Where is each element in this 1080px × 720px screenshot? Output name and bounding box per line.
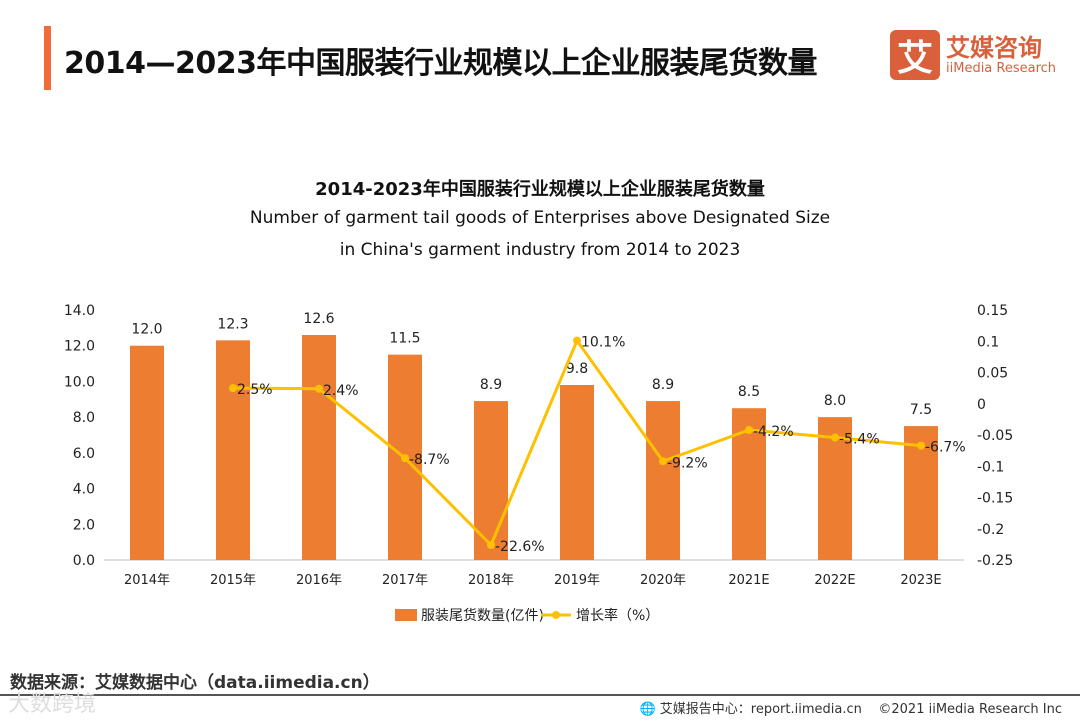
x-tick: 2016年 [296,573,342,588]
line-label: -22.6% [495,539,545,555]
line-point [745,426,753,434]
bar-label: 12.6 [303,311,334,327]
bar [216,340,250,560]
data-source: 数据来源：艾媒数据中心（data.iimedia.cn） [10,673,380,693]
line-point [401,454,409,463]
bar-label: 11.5 [389,331,420,347]
y-left-tick: 10.0 [64,374,95,390]
y-right-tick: -0.25 [977,553,1013,569]
legend-line-marker [552,611,560,619]
bar-label: 9.8 [566,361,588,377]
x-tick: 2018年 [468,573,514,588]
legend-line-label: 增长率（%） [576,607,659,624]
y-right-tick: 0 [977,397,986,413]
bar [474,401,508,560]
y-right-tick: 0.05 [977,366,1008,382]
legend-bar-label: 服装尾货数量(亿件) [421,607,544,624]
line-label: 2.5% [237,382,273,398]
bar-label: 8.9 [480,377,502,393]
x-tick: 2014年 [124,573,170,588]
line-label: 2.4% [323,383,359,399]
page-title: 2014—2023年中国服装行业规模以上企业服装尾货数量 [64,46,818,81]
footer-divider [0,694,1080,696]
report-link[interactable]: 艾媒报告中心：report.iimedia.cn [659,702,862,717]
y-left-tick: 6.0 [73,446,95,462]
y-right-tick: -0.1 [977,459,1004,475]
line-point [229,384,237,393]
bar-label: 8.9 [652,377,674,393]
bar-label: 12.0 [131,322,162,338]
bar [560,385,594,560]
bar-label: 8.0 [824,393,846,409]
line-point [831,433,839,442]
logo-cn: 艾媒咨询 [946,33,1042,62]
line-point [917,441,925,450]
x-tick: 2015年 [210,573,256,588]
line-label: -9.2% [667,455,708,471]
x-tick: 2017年 [382,573,428,588]
x-tick: 2020年 [640,573,686,588]
y-right-tick: -0.15 [977,491,1013,507]
chart-subtitle-2: in China's garment industry from 2014 to… [339,240,741,260]
line-label: -8.7% [409,452,450,468]
y-right-tick: 0.1 [977,334,999,350]
x-tick: 2019年 [554,573,600,588]
y-left-tick: 4.0 [73,482,95,498]
y-left-tick: 0.0 [73,553,95,569]
bar-label: 7.5 [910,402,932,418]
y-left-tick: 2.0 [73,517,95,533]
globe-icon: 🌐 [639,702,656,717]
logo-en: iiMedia Research [946,60,1057,76]
y-left-tick: 8.0 [73,410,95,426]
legend-bar-swatch [395,609,417,621]
y-right-tick: 0.15 [977,303,1008,319]
chart-title: 2014-2023年中国服装行业规模以上企业服装尾货数量 [315,179,765,200]
chart-subtitle-1: Number of garment tail goods of Enterpri… [249,208,831,228]
x-tick: 2023E [900,573,941,588]
logo-mark: 艾 [890,30,940,80]
x-tick: 2022E [814,573,855,588]
bar [130,345,164,560]
line-point [315,384,323,393]
title-accent-bar [44,26,51,90]
bar [646,401,680,560]
y-left-tick: 12.0 [64,339,95,355]
y-left-tick: 14.0 [64,303,95,319]
line-point [659,457,667,466]
footer-info: 🌐 艾媒报告中心：report.iimedia.cn ©2021 iiMedia… [639,698,1062,717]
line-label: -6.7% [925,440,966,456]
line-label: -5.4% [839,432,880,448]
iimedia-logo: 艾 艾媒咨询 iiMedia Research [890,30,1056,80]
y-right-tick: -0.05 [977,428,1013,444]
watermark: 大数跨境 [8,692,97,717]
line-label: 10.1% [581,335,625,351]
y-right-tick: -0.2 [977,522,1004,538]
copyright: ©2021 iiMedia Research Inc [878,702,1062,717]
line-label: -4.2% [753,424,794,440]
bar-label: 8.5 [738,384,760,400]
line-point [487,541,495,549]
line-point [573,336,581,345]
bar [302,335,336,560]
x-tick: 2021E [728,573,769,588]
bar-label: 12.3 [217,316,248,332]
